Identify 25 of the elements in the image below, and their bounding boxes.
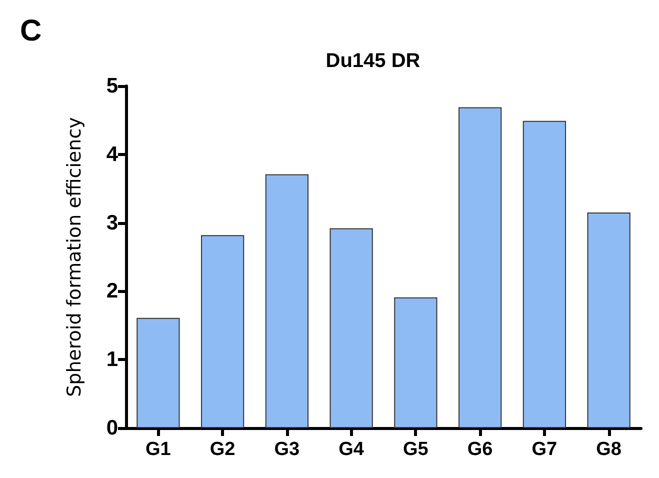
bar: [458, 107, 502, 428]
x-tick-label: G1: [146, 439, 172, 460]
bar: [136, 318, 180, 428]
bar: [200, 235, 244, 428]
x-tick-label: G7: [532, 439, 558, 460]
y-tick-label: 5: [106, 74, 118, 98]
bar: [394, 297, 438, 428]
y-tick-label: 0: [106, 416, 118, 440]
bar: [522, 120, 566, 428]
y-axis-title: Spheroid formation efficiency: [64, 117, 86, 397]
x-tick-label: G6: [467, 439, 493, 460]
y-tick-label: 2: [106, 280, 118, 303]
y-tick-label: 3: [106, 211, 118, 234]
bar: [265, 174, 309, 428]
chart-title: Du145 DR: [326, 50, 421, 72]
x-tick-label: G5: [403, 439, 429, 460]
x-tick-label: G3: [274, 439, 300, 460]
x-tick-label: G8: [596, 439, 622, 460]
y-tick-label: 1: [106, 348, 118, 372]
text: C: [20, 14, 42, 48]
bar: [587, 212, 630, 428]
y-tick-label: 4: [106, 142, 118, 166]
x-tick-label: G4: [338, 439, 364, 460]
bar: [330, 228, 373, 428]
x-tick-label: G2: [210, 439, 236, 460]
